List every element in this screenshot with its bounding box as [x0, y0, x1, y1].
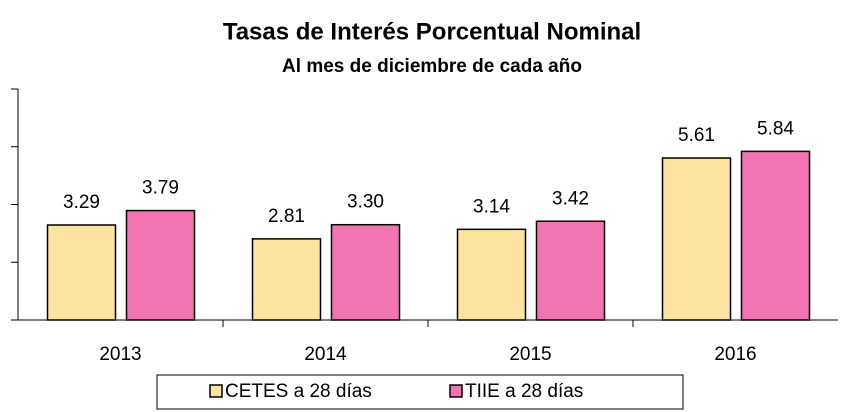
chart-subtitle: Al mes de diciembre de cada año [282, 56, 582, 77]
legend-box [156, 374, 684, 410]
value-label: 3.14 [473, 196, 510, 217]
legend-swatch [449, 384, 463, 398]
legend-swatch [209, 384, 223, 398]
x-tick-label: 2013 [99, 344, 141, 365]
bar [661, 157, 732, 321]
value-label: 3.79 [142, 178, 179, 199]
value-label: 5.61 [678, 125, 715, 146]
bar [125, 209, 196, 321]
bar [535, 220, 606, 321]
value-label: 3.29 [63, 192, 100, 213]
bar [330, 223, 401, 321]
bar [46, 224, 117, 321]
chart-title: Tasas de Interés Porcentual Nominal [223, 18, 641, 45]
legend-label: CETES a 28 días [225, 381, 372, 402]
value-label: 5.84 [757, 118, 794, 139]
bar [456, 228, 527, 321]
value-label: 3.42 [552, 188, 589, 209]
bar [251, 238, 322, 321]
value-label: 2.81 [268, 206, 305, 227]
x-tick-label: 2014 [304, 344, 347, 365]
bar [740, 150, 811, 321]
value-label: 3.30 [347, 192, 384, 213]
x-tick-label: 2016 [714, 344, 756, 365]
x-tick-label: 2015 [509, 344, 551, 365]
legend-label: TIIE a 28 días [465, 381, 583, 402]
